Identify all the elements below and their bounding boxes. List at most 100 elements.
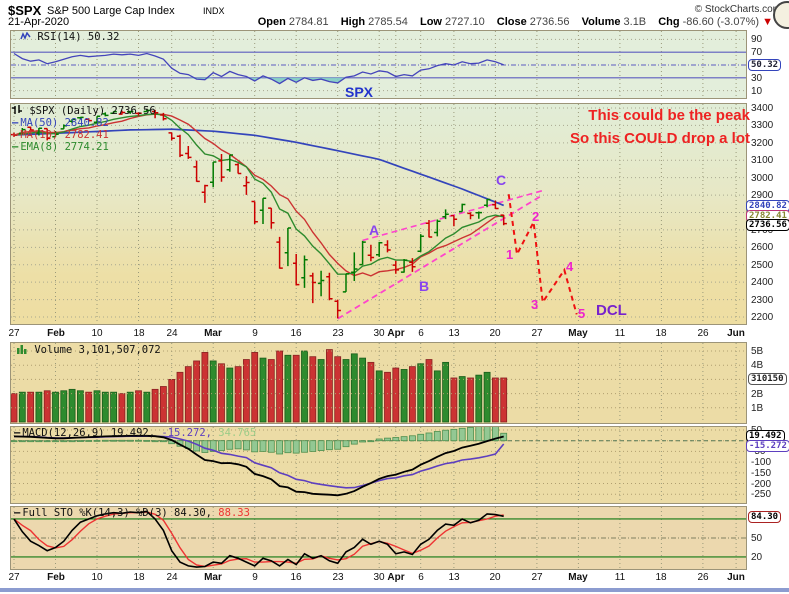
date-tick-label: 23 (332, 572, 344, 583)
axis-label: -200 (751, 479, 772, 490)
low-value: 2727.10 (444, 16, 485, 28)
date-tick-label: 20 (489, 328, 501, 339)
close-value: 2736.56 (529, 16, 570, 28)
wave-label-4: 4 (566, 259, 574, 274)
close-label: Close (496, 16, 527, 28)
date-tick-label: 18 (133, 572, 145, 583)
date-tick-label: 18 (655, 328, 667, 339)
date-tick-label: 27 (8, 328, 20, 339)
axis-label: 2600 (751, 242, 774, 253)
date-tick-label: Jun (727, 328, 745, 339)
date-tick-label: 27 (531, 572, 543, 583)
date-tick-label: Apr (387, 572, 405, 583)
axis-label: 3300 (751, 120, 774, 131)
dcl-label: DCL (596, 302, 627, 319)
wave-label-5: 5 (578, 306, 586, 321)
date-tick-label: 9 (252, 572, 258, 583)
wave-label-3: 3 (531, 297, 539, 312)
axis-label: 1B (751, 403, 764, 414)
date-tick-label: 26 (697, 572, 709, 583)
signal-value-box: -15.272 (746, 440, 789, 452)
volume-chart (11, 343, 746, 423)
date-tick-label: 24 (166, 572, 178, 583)
date-tick-label: Jun (727, 572, 745, 583)
candlestick-icon (12, 105, 22, 114)
chg-value: -86.60 (-3.07%) (682, 16, 760, 28)
wave-label-1: 1 (506, 247, 514, 262)
wave-label-a: A (369, 222, 380, 238)
wave-label-c: C (496, 172, 507, 188)
axis-label: 20 (751, 552, 763, 563)
axis-label: 2400 (751, 277, 774, 288)
date-tick-label: 6 (418, 572, 424, 583)
ma50-legend: — MA(50) 2840.82 (12, 117, 109, 129)
date-tick-label: 11 (614, 572, 626, 583)
quote-row: Open 2784.81 High 2785.54 Low 2727.10 Close… (249, 16, 773, 28)
axis-label: 3200 (751, 138, 774, 149)
wave-label-2: 2 (532, 209, 540, 224)
chart-date: 21-Apr-2020 (8, 16, 70, 28)
close-value-box: 2736.56 (746, 219, 789, 231)
axis-label: 30 (751, 73, 763, 84)
date-tick-label: 10 (91, 328, 103, 339)
rsi-legend: RSI(14) 50.32 (20, 31, 120, 43)
date-tick-label: Apr (387, 328, 405, 339)
exchange-tag: INDX (203, 6, 225, 16)
symbol: $SPX (8, 3, 42, 18)
annotation-line-2: So this COULD drop a lot (570, 130, 750, 147)
date-tick-label: 20 (489, 572, 501, 583)
low-label: Low (419, 16, 442, 28)
volume-label: Volume (581, 16, 621, 28)
axis-label: 2B (751, 389, 764, 400)
date-tick-label: 6 (418, 328, 424, 339)
axis-label: 5B (751, 346, 764, 357)
open-value: 2784.81 (288, 16, 329, 28)
date-tick-label: 9 (252, 328, 258, 339)
macd-legend: — MACD(12,26,9) 19.492, -15.272, 34.765 (14, 427, 257, 439)
stockcharts-credit[interactable]: © StockCharts.com (694, 4, 781, 15)
date-tick-label: 13 (448, 572, 460, 583)
axis-label: 4B (751, 360, 764, 371)
date-tick-label: 27 (531, 328, 543, 339)
symbol-name: S&P 500 Large Cap Index (47, 5, 175, 17)
logo-partial (773, 1, 789, 29)
date-tick-label: 26 (697, 328, 709, 339)
date-tick-label: 18 (133, 328, 145, 339)
date-tick-label: 27 (8, 572, 20, 583)
axis-label: 3000 (751, 173, 774, 184)
date-tick-label: 16 (290, 572, 302, 583)
date-tick-label: 10 (91, 572, 103, 583)
axis-label: 10 (751, 86, 763, 97)
chg-label: Chg (658, 16, 680, 28)
volume-value: 3.1B (623, 16, 647, 28)
ema8-legend: — EMA(8) 2774.21 (12, 141, 109, 153)
date-tick-label: Mar (204, 572, 222, 583)
axis-label: -250 (751, 489, 772, 500)
rsi-icon (20, 31, 31, 40)
rsi-value-box: 50.32 (748, 59, 782, 71)
date-tick-label: 24 (166, 328, 178, 339)
date-tick-label: 13 (448, 328, 460, 339)
axis-label: 2300 (751, 295, 774, 306)
axis-label: 90 (751, 34, 763, 45)
down-arrow-icon: ▼ (762, 16, 773, 28)
date-tick-label: 11 (614, 328, 626, 339)
open-label: Open (257, 16, 286, 28)
axis-label: 2900 (751, 190, 774, 201)
date-tick-label: 23 (332, 328, 344, 339)
annotation-line-1: This could be the peak (588, 107, 750, 124)
price-legend-title: $SPX (Daily) 2736.56 (12, 105, 156, 117)
volume-legend: Volume 3,101,507,072 (16, 344, 161, 356)
date-tick-label: 16 (290, 328, 302, 339)
axis-label: 2200 (751, 312, 774, 323)
volume-value-box: 310150 (748, 373, 787, 385)
macd-chart (11, 427, 746, 503)
price-chart (11, 104, 746, 324)
axis-label: 50 (751, 533, 763, 544)
axis-label: 70 (751, 47, 763, 58)
high-value: 2785.54 (368, 16, 408, 28)
axis-label: 2500 (751, 260, 774, 271)
date-tick-label: 30 (373, 572, 385, 583)
